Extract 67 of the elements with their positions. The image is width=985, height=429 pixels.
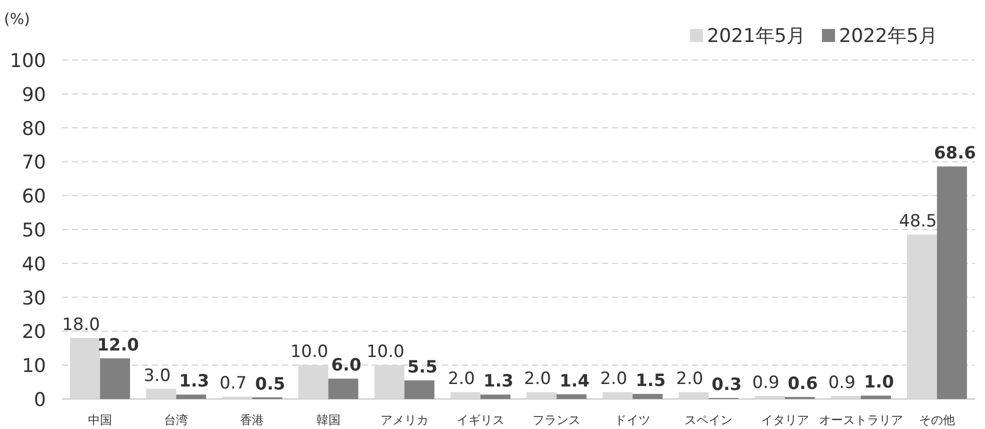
y-tick-label: 80	[22, 118, 46, 140]
bar	[526, 392, 557, 399]
y-tick-label: 60	[22, 186, 46, 208]
bar	[556, 394, 587, 399]
y-tick-label: 90	[22, 84, 46, 106]
bar	[70, 338, 100, 399]
bar	[328, 378, 358, 399]
data-label: 2.0	[676, 369, 704, 390]
data-label: 5.5	[407, 357, 438, 378]
y-tick-label: 20	[22, 321, 46, 344]
x-tick-label: ドイツ	[614, 413, 651, 427]
y-tick-label: 50	[22, 220, 46, 242]
x-tick-label: イタリア	[760, 413, 809, 427]
data-label: 1.5	[636, 370, 666, 391]
data-label: 0.9	[828, 372, 856, 393]
data-label: 0.5	[255, 374, 286, 394]
bar	[936, 166, 967, 399]
data-label: 0.6	[788, 374, 818, 394]
data-label: 2.0	[600, 369, 628, 390]
bar	[404, 380, 434, 399]
data-label: 10.0	[290, 342, 328, 362]
data-label: 0.7	[220, 374, 247, 394]
x-tick-label: スペイン	[684, 413, 733, 427]
y-axis-title: (%)	[4, 10, 30, 28]
y-tick-label: 70	[22, 152, 46, 174]
y-tick-label: 40	[22, 253, 46, 276]
data-label: 1.4	[559, 371, 590, 392]
bar	[632, 394, 663, 399]
bar	[860, 396, 891, 399]
bar	[830, 396, 861, 399]
bar	[678, 392, 709, 399]
data-label: 48.5	[899, 212, 937, 232]
x-tick-label: フランス	[532, 413, 581, 427]
legend-label: 2021年5月	[707, 25, 806, 47]
data-label: 6.0	[331, 356, 362, 376]
data-label: 1.3	[179, 372, 210, 392]
data-label: 18.0	[62, 314, 100, 335]
data-label: 0.9	[752, 372, 780, 393]
data-label: 2.0	[448, 369, 475, 390]
data-label: 0.3	[712, 374, 742, 395]
x-tick-label: 台湾	[164, 413, 188, 427]
x-tick-label: 香港	[240, 413, 264, 427]
bar	[754, 396, 785, 399]
y-tick-label: 0	[34, 389, 46, 411]
y-tick-label: 10	[22, 355, 46, 378]
y-tick-label: 100	[10, 50, 46, 72]
x-tick-label: オーストラリア	[818, 413, 903, 427]
data-label: 1.3	[483, 372, 514, 392]
x-tick-label: その他	[918, 413, 955, 427]
data-label: 1.0	[864, 372, 894, 393]
data-label: 10.0	[366, 342, 404, 362]
x-tick-label: アメリカ	[380, 413, 428, 427]
data-label: 68.6	[934, 143, 976, 164]
data-label: 12.0	[97, 335, 140, 356]
data-label: 2.0	[524, 369, 552, 390]
bar	[176, 394, 206, 399]
bar	[450, 392, 480, 399]
x-tick-label: イギリス	[456, 413, 504, 427]
bar	[146, 388, 176, 399]
legend-label: 2022年5月	[839, 25, 938, 47]
y-tick-label: 30	[22, 287, 46, 310]
x-tick-label: 韓国	[316, 413, 340, 427]
bar	[100, 358, 130, 399]
x-tick-label: 中国	[88, 413, 112, 427]
bar	[602, 392, 633, 399]
bar	[480, 394, 510, 399]
data-label: 3.0	[144, 366, 171, 386]
